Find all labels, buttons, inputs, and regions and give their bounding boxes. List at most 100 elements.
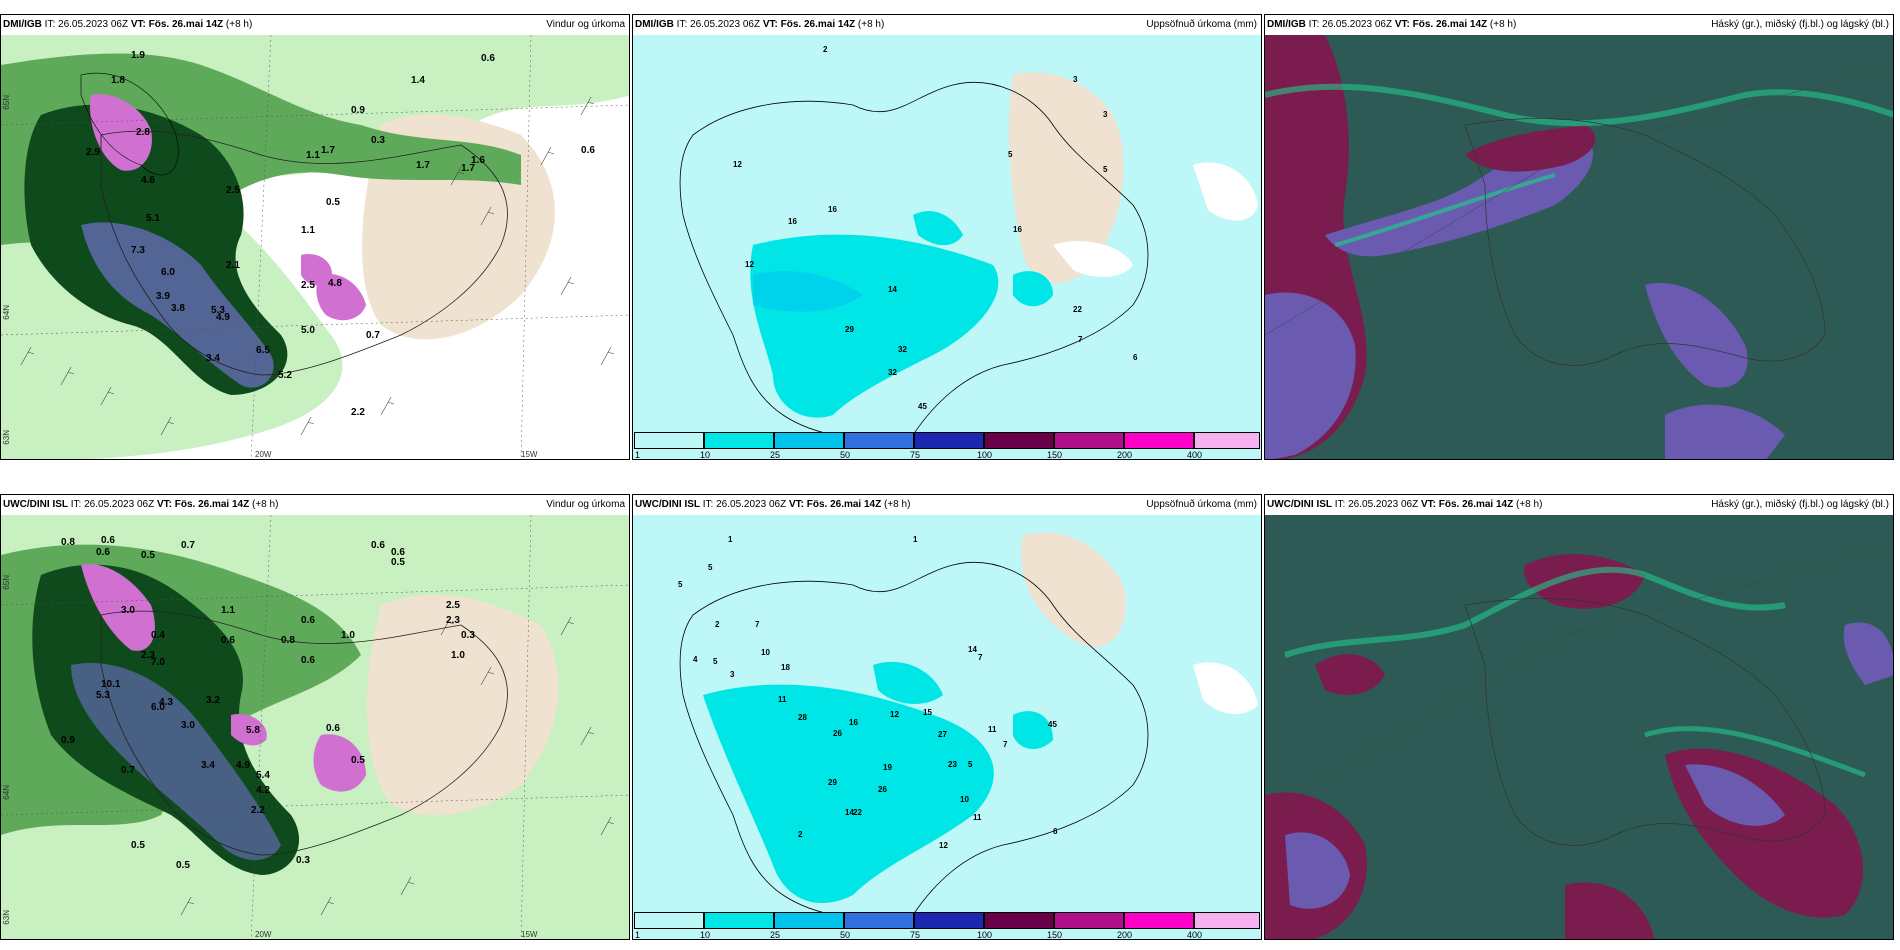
issue-time: IT: 26.05.2023 06Z [676,19,761,30]
colorbar-segment-25 [774,912,844,929]
colorbar-segment-10 [704,432,774,449]
value-label: 1.1 [306,150,320,161]
value-label: 11 [778,695,787,704]
map-wind-precip: 20W 15W 65N 64N 63N 1.9 1.4 0.6 2.8 2.9 0.9 1.… [1,35,629,459]
panel-header: UWC/DINI ISL IT: 26.05.2023 06Z VT: Fös.… [633,495,1261,515]
map-canvas [633,515,1261,939]
model-label: DMI/IGB [635,19,674,30]
value-label: 45 [1048,720,1057,729]
value-label: 5.3 [96,690,110,701]
value-label: 0.9 [61,735,75,746]
lat-label-64n: 64N [2,785,11,800]
colorbar-segment-75 [914,432,984,449]
value-label: 1.1 [221,605,235,616]
forecast-offset: (+8 h) [884,499,911,510]
value-label: 19 [883,763,892,772]
value-label: 5.4 [256,770,270,781]
colorbar-segment-400 [1194,432,1260,449]
panel-header-left: DMI/IGB IT: 26.05.2023 06Z VT: Fös. 26.m… [1267,15,1516,35]
value-label: 4.6 [141,175,155,186]
value-label: 0.6 [481,53,495,64]
colorbar-tick: 150 [1047,450,1063,460]
value-label: 3 [730,670,735,679]
lat-label-65n: 65N [2,95,11,110]
value-label: 5.2 [278,370,292,381]
panel-title: Uppsöfnuð úrkoma (mm) [1146,19,1257,30]
panel-title: Uppsöfnuð úrkoma (mm) [1146,499,1257,510]
value-label: 1 [913,535,918,544]
value-label: 29 [828,778,837,787]
value-label: 22 [853,808,862,817]
value-label: 0.6 [301,655,315,666]
value-label: 3 [1073,75,1078,84]
value-label: 2.2 [351,407,365,418]
lon-label-20w: 20W [255,450,272,459]
value-label: 6 [1133,353,1138,362]
value-label: 14 [888,285,897,294]
value-label: 0.4 [151,630,165,641]
value-label: 0.6 [391,547,405,558]
colorbar-tick: 75 [910,930,921,940]
lat-label-63n: 63N [2,430,11,445]
colorbar-tick: 150 [1047,930,1063,940]
lat-label-63n: 63N [2,910,11,925]
valid-time: VT: Fös. 26.mai 14Z [130,19,224,30]
panel-title: Vindur og úrkoma [546,499,625,510]
value-label: 5.3 [211,305,225,316]
value-label: 16 [788,217,797,226]
map-canvas [1265,515,1893,939]
value-label: 1.7 [321,145,335,156]
value-label: 22 [1073,305,1082,314]
issue-time: IT: 26.05.2023 06Z [1308,19,1393,30]
value-label: 16 [828,205,837,214]
value-label: 12 [939,841,948,850]
map-canvas [1,515,629,939]
value-label: 12 [733,160,742,169]
panel-header: DMI/IGB IT: 26.05.2023 06Z VT: Fös. 26.m… [1,15,629,35]
issue-time: IT: 26.05.2023 06Z [1334,499,1419,510]
model-label: DMI/IGB [3,19,42,30]
map-canvas [1,35,629,459]
colorbar-tick: 1 [635,930,641,940]
issue-time: IT: 26.05.2023 06Z [702,499,787,510]
valid-time: VT: Fös. 26.mai 14Z [788,499,882,510]
value-label: 3.2 [206,695,220,706]
map-canvas [1265,35,1893,459]
value-label: 10 [761,648,770,657]
valid-time: VT: Fös. 26.mai 14Z [156,499,250,510]
panel-header-left: UWC/DINI ISL IT: 26.05.2023 06Z VT: Fös.… [3,495,278,515]
colorbar-tick: 25 [770,930,781,940]
colorbar-segment-1 [634,432,704,449]
value-label: 4.2 [256,785,270,796]
value-label: 3.4 [201,760,215,771]
colorbar-segment-150 [1054,912,1124,929]
value-label: 0.7 [366,330,380,341]
value-label: 6 [1053,827,1058,836]
panel-clouds-dmi: DMI/IGB IT: 26.05.2023 06Z VT: Fös. 26.m… [1264,14,1894,460]
value-label: 12 [890,710,899,719]
colorbar-tick: 1 [635,450,641,460]
value-label: 26 [878,785,887,794]
value-label: 7.3 [131,245,145,256]
value-label: 5.1 [146,213,160,224]
map-accum-precip: 2 3 3 5 5 12 16 16 16 14 12 22 29 32 32 6 7 45 1 10 25 50… [633,35,1261,460]
colorbar-tick: 200 [1117,450,1133,460]
colorbar-tick: 25 [770,450,781,460]
map-clouds [1265,515,1893,939]
value-label: 27 [938,730,947,739]
value-label: 1.8 [111,75,125,86]
colorbar-segment-50 [844,912,914,929]
value-label: 1.0 [451,650,465,661]
colorbar-tick: 200 [1117,930,1133,940]
colorbar-tick: 100 [977,450,993,460]
value-label: 0.5 [131,840,145,851]
value-label: 2.1 [226,260,240,271]
value-label: 18 [781,663,790,672]
value-label: 4 [693,655,698,664]
colorbar-segment-25 [774,432,844,449]
value-label: 2.9 [86,147,100,158]
value-label: 5 [678,580,683,589]
value-label: 15 [923,708,932,717]
value-label: 5 [968,760,973,769]
panel-clouds-uwc: UWC/DINI ISL IT: 26.05.2023 06Z VT: Fös.… [1264,494,1894,940]
